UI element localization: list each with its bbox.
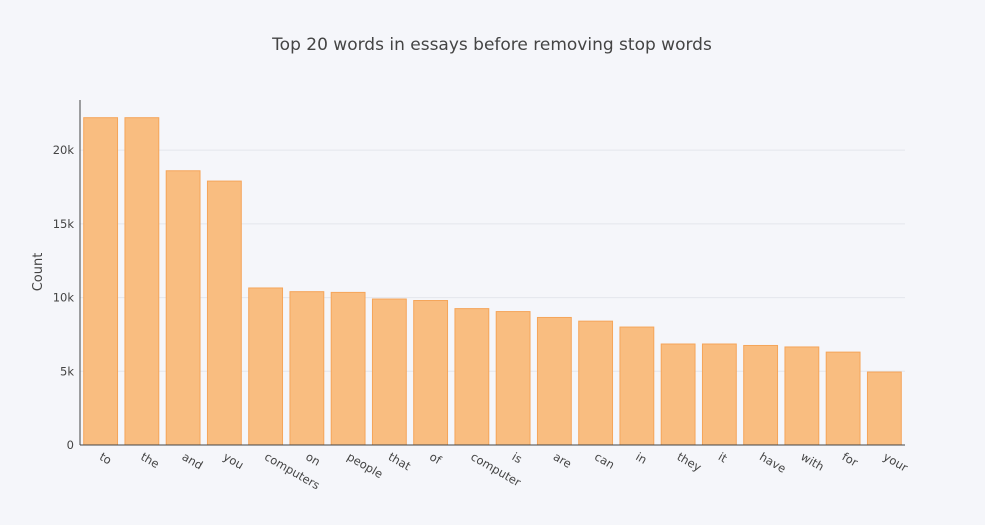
y-tick-label: 0: [67, 438, 74, 452]
bar-computers: [248, 287, 284, 446]
y-tick-label: 5k: [60, 364, 74, 378]
bar-they: [660, 343, 696, 446]
bar-of: [413, 300, 449, 446]
x-tick-label: for: [840, 449, 861, 469]
bar-on: [289, 291, 325, 446]
bar-to: [83, 117, 119, 446]
y-axis-label: Count: [31, 253, 46, 292]
y-tick-labels: 0 5k 10k 15k 20k: [53, 143, 75, 452]
bar-for: [825, 351, 861, 446]
axes: [79, 100, 905, 446]
x-tick-label: on: [303, 449, 322, 468]
bar-the: [124, 117, 160, 446]
bar-people: [330, 291, 366, 446]
y-tick-label: 15k: [53, 217, 75, 231]
y-tick-label: 10k: [53, 291, 75, 305]
y-tick-label: 20k: [53, 143, 75, 157]
bar-have: [743, 344, 779, 446]
bar-computer: [454, 308, 490, 446]
bar-with: [784, 346, 820, 446]
bar-is: [495, 311, 531, 446]
bar-it: [701, 343, 737, 446]
bar-in: [619, 326, 655, 446]
bar-that: [371, 298, 407, 446]
bar-your: [866, 371, 902, 446]
chart-title: Top 20 words in essays before removing s…: [271, 35, 712, 55]
bar-you: [206, 180, 242, 446]
bars: [83, 117, 902, 446]
bar-can: [578, 320, 614, 446]
bar-are: [536, 316, 572, 446]
bar-and: [165, 170, 201, 446]
